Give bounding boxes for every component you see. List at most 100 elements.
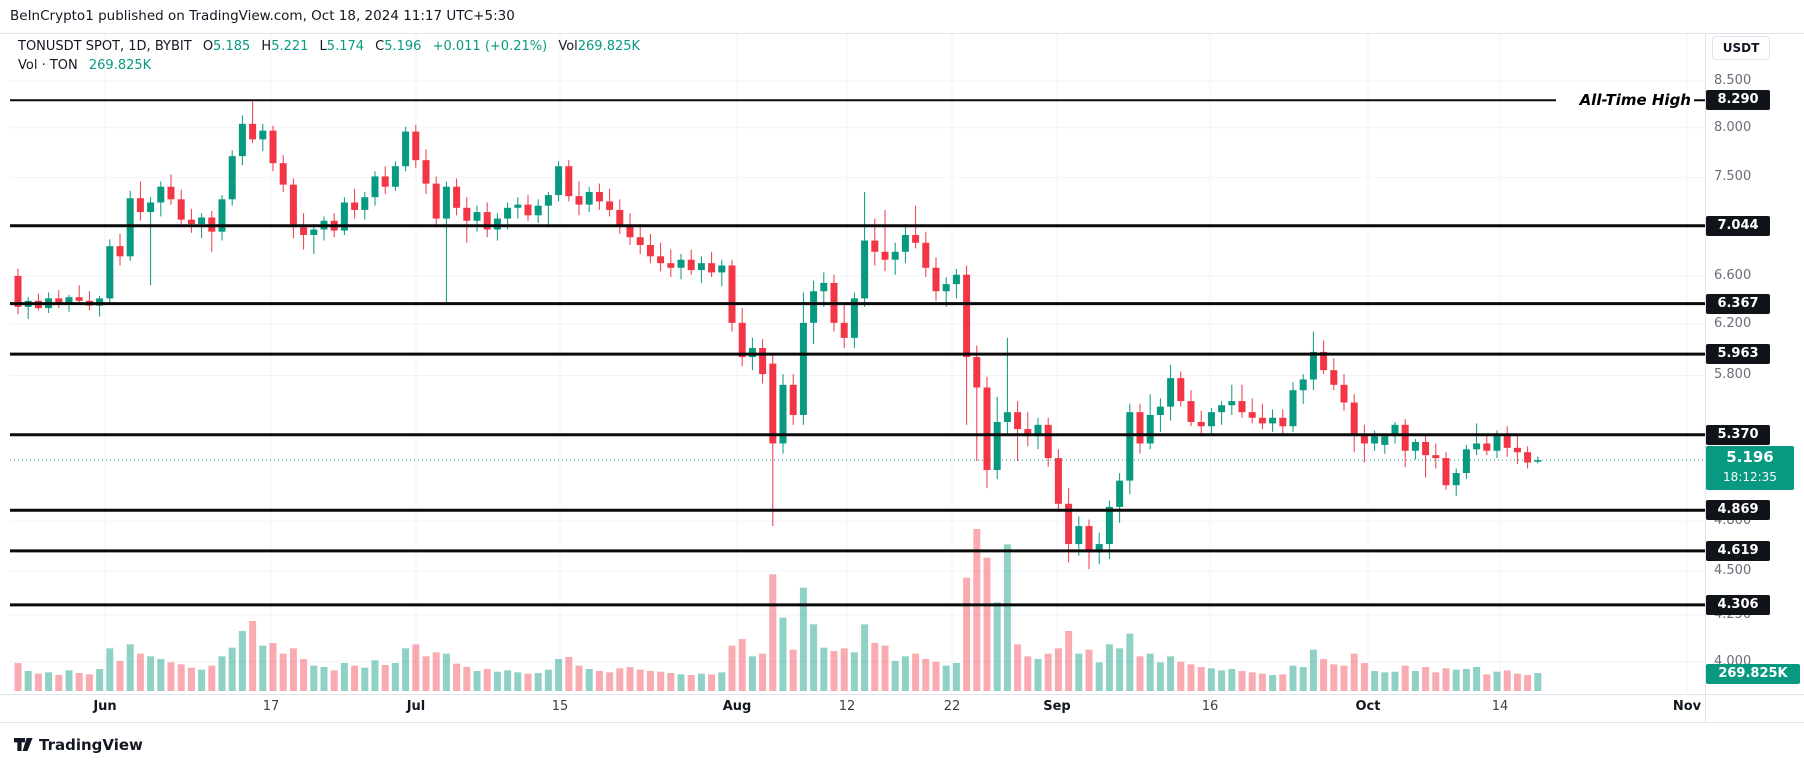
time-axis-label: Aug [722, 699, 752, 714]
candle-down [759, 348, 767, 375]
candle-down [1024, 429, 1032, 437]
volume-value: 269.825K [577, 39, 641, 54]
candle-up [402, 131, 410, 167]
volume-indicator-label[interactable]: Vol · TON [18, 58, 78, 73]
candle-down [840, 322, 848, 338]
volume-bar [1432, 672, 1440, 691]
ohlc-high-label: H [261, 39, 272, 54]
volume-bar [963, 577, 971, 691]
volume-bar [442, 653, 450, 691]
volume-bar [555, 659, 563, 691]
candle-down [687, 259, 695, 271]
candle-down [1248, 412, 1256, 418]
volume-bar [34, 673, 42, 691]
level-price-badge: 5.370 [1706, 424, 1770, 445]
candle-up [147, 202, 155, 213]
candle-down [1513, 447, 1521, 453]
volume-bar [1391, 671, 1399, 691]
volume-bar [1473, 667, 1481, 691]
volume-bar [983, 557, 991, 691]
candle-down [1065, 503, 1073, 545]
candle-down [381, 176, 389, 187]
candle-up [748, 348, 756, 358]
volume-bar [779, 617, 787, 691]
time-axis-label: Nov [1672, 699, 1702, 714]
candle-down [881, 251, 889, 260]
volume-bar [1330, 664, 1338, 691]
volume-bar [881, 645, 889, 691]
candle-up [259, 130, 267, 140]
candle-down [871, 240, 879, 252]
volume-bar [167, 662, 175, 691]
volume-bar [606, 672, 614, 691]
volume-bar [228, 647, 236, 691]
volume-bar [891, 661, 899, 691]
volume-bar [422, 656, 430, 691]
candle-up [198, 217, 206, 225]
candle-down [279, 163, 287, 185]
volume-bar [769, 574, 777, 691]
volume-bar [901, 656, 909, 691]
price-axis-label: 6.200 [1714, 316, 1752, 332]
candle-down [963, 274, 971, 358]
candle-up [1462, 449, 1470, 474]
time-axis-label: Sep [1043, 699, 1071, 714]
volume-bar [412, 644, 420, 691]
volume-bar [269, 643, 277, 691]
volume-bar [249, 621, 257, 691]
candle-down [1177, 378, 1185, 402]
volume-label: Vol [558, 39, 578, 54]
candle-down [595, 191, 603, 202]
level-price-badge: 6.367 [1706, 293, 1770, 314]
volume-bar [1442, 668, 1450, 691]
candle-up [126, 198, 134, 257]
volume-bar [351, 665, 359, 691]
candle-up [361, 197, 369, 210]
time-axis-label: 17 [262, 699, 280, 714]
volume-bar [1065, 631, 1073, 691]
candle-up [514, 204, 522, 208]
symbol-title[interactable]: TONUSDT SPOT, 1D, BYBIT [18, 39, 192, 54]
candle-down [1442, 458, 1450, 486]
candle-up [534, 205, 542, 216]
candle-up [1534, 460, 1542, 462]
volume-bar [1381, 672, 1389, 691]
candle-down [269, 130, 277, 164]
candle-up [1207, 412, 1215, 427]
volume-bar [1177, 661, 1185, 691]
candle-up [861, 240, 869, 299]
currency-toggle-button[interactable]: USDT [1712, 36, 1770, 60]
candle-down [167, 186, 175, 200]
volume-bar [453, 663, 461, 691]
candle-down [55, 298, 63, 305]
candle-down [983, 387, 991, 471]
tradingview-logo[interactable]: TradingView [14, 736, 143, 754]
volume-bar [942, 665, 950, 691]
candle-down [606, 201, 614, 210]
candle-down [524, 204, 532, 216]
candle-up [96, 298, 104, 306]
volume-bar [565, 657, 573, 691]
volume-bar [697, 673, 705, 691]
time-axis-label: 14 [1491, 699, 1509, 714]
all-time-high-label: All-Time High [1556, 90, 1694, 110]
volume-bar [585, 669, 593, 691]
candle-up [799, 322, 807, 415]
price-axis-label: 5.800 [1714, 367, 1752, 383]
candle-up [1075, 526, 1083, 545]
candle-up [1452, 473, 1460, 486]
volume-bar [24, 671, 32, 691]
volume-bar [96, 669, 104, 691]
candle-down [14, 275, 22, 307]
volume-bar [463, 667, 471, 691]
candle-up [1381, 436, 1389, 445]
candle-down [1483, 443, 1491, 451]
volume-bar [238, 631, 246, 691]
candle-up [697, 263, 705, 271]
candle-up [65, 297, 73, 305]
volume-bar [1299, 667, 1307, 691]
volume-bar [1289, 665, 1297, 691]
candle-down [1432, 455, 1440, 459]
